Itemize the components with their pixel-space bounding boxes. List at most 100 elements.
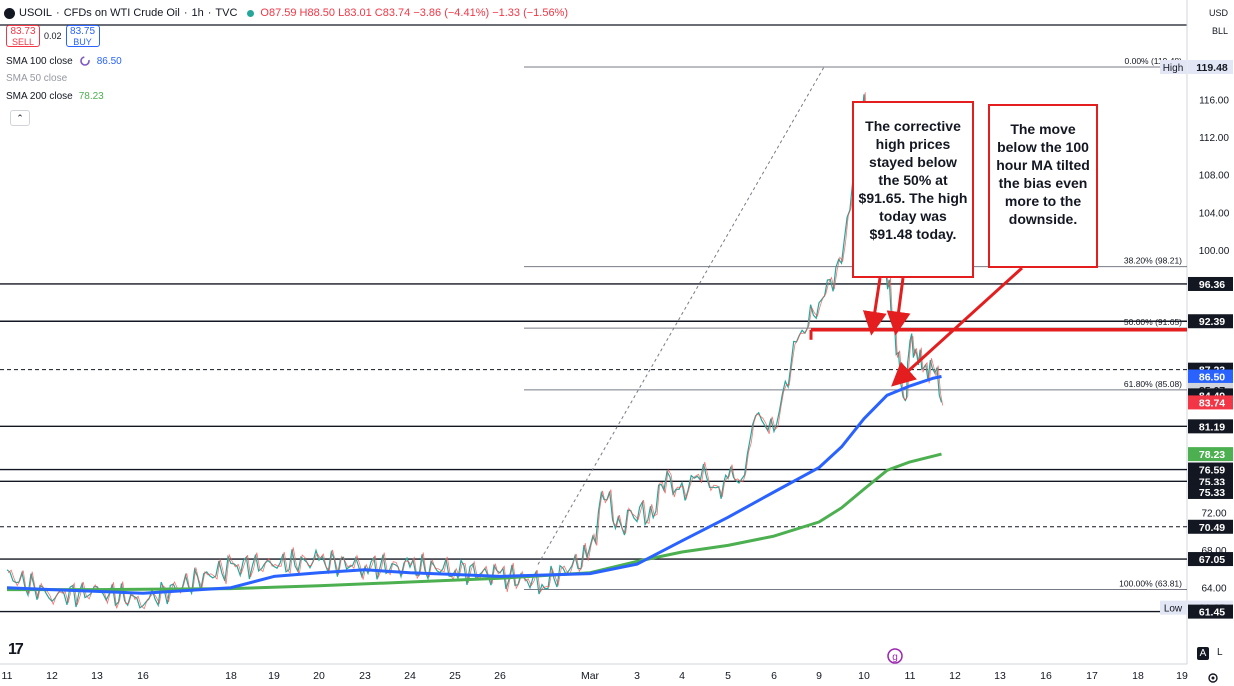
x-tick-label: 17	[1086, 670, 1098, 682]
price-tag-value: 61.45	[1199, 607, 1225, 619]
annotation-box-1: The corrective high prices stayed below …	[852, 101, 974, 278]
x-tick-label: 23	[359, 670, 371, 682]
price-tag-value: 86.50	[1199, 372, 1225, 384]
x-tick-label: Mar	[581, 670, 600, 682]
y-tick-label: 64.00	[1201, 584, 1226, 595]
x-tick-label: 12	[949, 670, 961, 682]
price-tag-bg	[1188, 60, 1233, 74]
chart-grid	[0, 0, 1188, 665]
tradingview-logo: 17	[8, 641, 24, 658]
x-tick-label: 11	[2, 670, 13, 682]
annotation-arrows	[809, 266, 1187, 387]
price-tag-bg	[1188, 447, 1233, 462]
price-tag-value: 76.59	[1199, 465, 1225, 477]
log-scale-button[interactable]: L	[1217, 647, 1223, 658]
buy-button[interactable]: 83.75 BUY	[65, 25, 100, 47]
collapse-legend-button[interactable]: ⌃	[10, 110, 30, 126]
price-tag-value: 67.05	[1199, 554, 1225, 566]
price-tag-name: High	[1163, 63, 1184, 74]
arrow-2	[886, 277, 911, 336]
fib-label: 38.20% (98.21)	[1124, 256, 1182, 266]
x-tick-label: 6	[771, 670, 777, 682]
price-tag-value: 119.48	[1196, 62, 1228, 74]
symbol-description: CFDs on WTI Crude Oil	[63, 7, 180, 19]
x-tick-label: 16	[137, 670, 149, 682]
x-tick-label: 18	[225, 670, 237, 682]
price-tag-bg	[1188, 419, 1233, 434]
price-tag-value: 70.49	[1199, 522, 1225, 534]
x-tick-label: 12	[46, 670, 58, 682]
price-tag-bg	[1188, 369, 1233, 384]
chart-series	[6, 92, 944, 610]
price-tag-value: 78.23	[1199, 449, 1225, 461]
price-axis: 64.00 68.00 72.00 100.00 104.00 108.00 112.00 1…	[1160, 60, 1233, 619]
price-tag-bg	[1188, 484, 1233, 499]
x-tick-label: 26	[494, 670, 506, 682]
price-tag-bg	[1188, 604, 1233, 619]
fib-label: 61.80% (85.08)	[1124, 379, 1182, 389]
legend-sma50[interactable]: SMA 50 close	[6, 73, 68, 84]
price-tag-name-bg	[1160, 600, 1187, 615]
x-tick-label: 19	[268, 670, 280, 682]
y-tick-label: 100.00	[1199, 246, 1230, 257]
price-tag-name-bg	[1160, 60, 1187, 74]
sma200-line	[7, 452, 942, 592]
x-tick-label: 5	[725, 670, 731, 682]
price-tag-value: 81.19	[1199, 421, 1225, 433]
currency-unit[interactable]: USD	[1208, 8, 1228, 18]
market-open-icon	[247, 9, 255, 17]
x-tick-label: 4	[679, 670, 685, 682]
x-tick-label: 20	[313, 670, 325, 682]
ohlc-values: O87.59 H88.50 L83.01 C83.74 −3.86 (−4.41…	[260, 7, 569, 19]
arrow-1	[862, 277, 887, 336]
legend-sma100[interactable]: SMA 100 close 86.50	[6, 55, 122, 67]
events-icon[interactable]: g	[886, 647, 904, 665]
x-tick-label: 9	[816, 670, 822, 682]
settings-gear-icon[interactable]	[1206, 671, 1220, 685]
price-tag-value: 83.74	[1199, 397, 1225, 409]
x-tick-label: 16	[1040, 670, 1052, 682]
price-tag-bg	[1188, 276, 1233, 291]
y-tick-label: 68.00	[1201, 546, 1226, 557]
fib-label: 100.00% (63.81)	[1119, 578, 1182, 588]
price-tag-bg	[1188, 474, 1233, 489]
price-tag-bg	[1188, 395, 1233, 410]
symbol-header[interactable]: USOIL · CFDs on WTI Crude Oil · 1h · TVC…	[4, 4, 568, 22]
price-series-up	[6, 94, 943, 609]
y-tick-label: 72.00	[1201, 509, 1226, 520]
x-tick-label: 13	[91, 670, 103, 682]
y-tick-label: 116.00	[1199, 96, 1229, 107]
price-tag-name: Low	[1164, 604, 1183, 615]
x-tick-label: 11	[905, 670, 916, 682]
auto-scale-button[interactable]: A	[1197, 647, 1209, 660]
price-series-down	[7, 92, 944, 610]
fib-label: 50.00% (91.65)	[1124, 317, 1182, 327]
price-tag-value: 96.36	[1199, 279, 1225, 291]
horizontal-levels	[0, 283, 1187, 613]
price-tag-bg	[1188, 519, 1233, 534]
y-tick-label: 104.00	[1199, 208, 1230, 219]
currency-sub[interactable]: BLL	[1211, 26, 1228, 36]
price-tag-bg	[1188, 552, 1233, 567]
arrow-3	[891, 266, 1024, 387]
time-axis: 11 12 13 16 18 19 20 23 24 25 26 Mar 3 4 5 6 9 10 11 12 13 16…	[2, 670, 1188, 682]
x-tick-label: 24	[404, 670, 416, 682]
y-tick-label: 108.00	[1199, 171, 1230, 182]
symbol-name[interactable]: USOIL	[19, 7, 53, 19]
x-tick-label: 10	[858, 670, 870, 682]
x-tick-label: 3	[634, 670, 640, 682]
interval[interactable]: 1h	[191, 7, 204, 19]
annotation-box-2: The move below the 100 hour MA tilted th…	[988, 104, 1098, 268]
loading-icon	[79, 56, 90, 66]
y-tick-label: 112.00	[1199, 133, 1229, 144]
sell-button[interactable]: 83.73 SELL	[6, 25, 40, 47]
fib-label: 0.00% (119.48)	[1125, 56, 1183, 66]
x-tick-label: 18	[1132, 670, 1144, 682]
spread-value: 0.02	[44, 31, 62, 41]
price-tag-value: 92.39	[1199, 316, 1225, 328]
sma100-line	[6, 375, 942, 595]
legend-sma200[interactable]: SMA 200 close 78.23	[6, 91, 104, 102]
x-tick-label: 13	[994, 670, 1006, 682]
trade-panel: 83.73 SELL 0.02 83.75 BUY	[6, 25, 100, 47]
